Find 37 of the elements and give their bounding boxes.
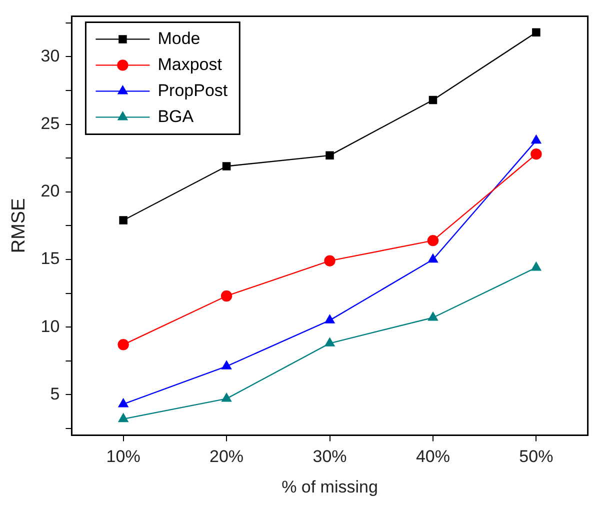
x-tick-label: 50% (519, 447, 554, 466)
point (220, 290, 232, 302)
point (531, 134, 542, 144)
point (428, 254, 438, 263)
y-tick-label: 30 (40, 46, 60, 66)
y-tick-label: 10 (40, 316, 60, 336)
point (222, 162, 231, 170)
point (222, 393, 232, 402)
point (530, 148, 542, 160)
x-tick-label: 30% (312, 447, 347, 466)
y-tick-label: 15 (40, 249, 60, 268)
legend-label: Maxpost (158, 54, 222, 74)
x-axis-title: % of missing (282, 477, 378, 496)
x-tick-label: 40% (416, 447, 450, 466)
point (531, 262, 542, 271)
y-axis-title: RMSE (8, 198, 30, 254)
legend-label: Mode (158, 28, 200, 48)
point (532, 28, 540, 37)
point (428, 312, 438, 321)
y-tick-label: 5 (50, 384, 60, 404)
x-tick-label: 10% (106, 447, 140, 466)
legend-label: BGA (158, 106, 194, 126)
point (324, 314, 335, 324)
point (118, 398, 128, 408)
point (324, 255, 336, 266)
x-tick-label: 20% (210, 447, 244, 466)
point (119, 216, 128, 224)
point (118, 413, 128, 422)
legend-label: PropPost (158, 80, 228, 100)
point (222, 360, 232, 370)
point (428, 96, 438, 104)
point (326, 151, 334, 160)
point (118, 339, 129, 350)
y-tick-label: 25 (40, 114, 60, 134)
point (324, 338, 335, 346)
y-tick-label: 20 (40, 182, 60, 201)
point (427, 234, 439, 246)
